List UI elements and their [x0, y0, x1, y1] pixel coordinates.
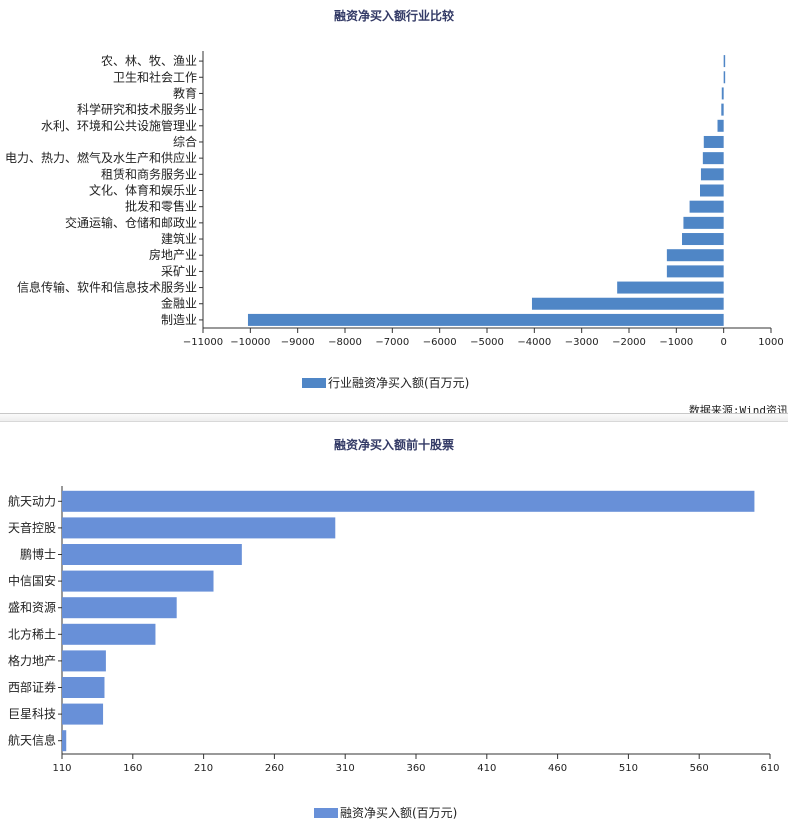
- industry-bar: [682, 233, 724, 246]
- top-stocks-legend-swatch: [314, 807, 338, 818]
- top-stocks-category-label: 北方稀土: [8, 626, 56, 641]
- industry-bar: [703, 135, 724, 148]
- industry-x-tick-label: −11000: [183, 337, 223, 348]
- industry-category-label: 制造业: [161, 313, 197, 327]
- top-stocks-x-tick-label: 260: [265, 763, 284, 774]
- top-stocks-x-tick-label: 310: [336, 763, 355, 774]
- industry-category-label: 综合: [173, 134, 197, 149]
- top-stocks-bar: [62, 623, 156, 645]
- industry-x-tick-label: −7000: [375, 337, 409, 348]
- industry-category-label: 金融业: [161, 296, 197, 311]
- industry-category-label: 采矿业: [161, 264, 197, 278]
- industry-bar: [717, 119, 724, 132]
- industry-category-label: 水利、环境和公共设施管理业: [41, 118, 197, 133]
- industry-bar: [723, 55, 726, 68]
- industry-bar-chart: 农、林、牧、渔业卫生和社会工作教育科学研究和技术服务业水利、环境和公共设施管理业…: [5, 51, 784, 348]
- industry-bar: [247, 313, 724, 326]
- top-stocks-bar: [62, 730, 67, 752]
- top-stocks-x-tick-label: 610: [760, 763, 779, 774]
- industry-x-tick-label: −6000: [423, 337, 457, 348]
- industry-category-label: 农、林、牧、渔业: [101, 54, 197, 68]
- industry-bar: [721, 87, 724, 100]
- industry-x-tick-label: −3000: [565, 337, 599, 348]
- industry-x-tick-label: −9000: [281, 337, 315, 348]
- top-stocks-category-label: 鹏博士: [20, 547, 56, 562]
- industry-chart-panel: 融资净买入额行业比较 农、林、牧、渔业 卫生和社会工作 教育科学研究和技术服务业 水利…: [5, 9, 788, 417]
- industry-bar: [702, 152, 724, 165]
- top-stocks-x-tick-label: 460: [548, 763, 567, 774]
- industry-bar: [531, 297, 724, 310]
- industry-bar: [721, 103, 724, 116]
- top-stocks-bar: [62, 650, 106, 672]
- top-stocks-category-label: 巨星科技: [8, 707, 56, 721]
- top-stocks-x-tick-label: 410: [477, 763, 496, 774]
- industry-category-label: 批发和零售业: [125, 199, 197, 214]
- top-stocks-category-label: 中信国安: [8, 573, 56, 588]
- top-stocks-bar: [62, 570, 214, 592]
- industry-category-label: 房地产业: [149, 247, 197, 262]
- industry-category-label: 交通运输、仓储和邮政业: [65, 215, 197, 230]
- industry-bar: [683, 216, 724, 229]
- industry-bar: [617, 281, 724, 294]
- top-stocks-category-label: 西部证券: [8, 680, 56, 695]
- industry-bar: [666, 249, 724, 262]
- top-stocks-chart-panel: 融资净买入额前十股票 航天动力天音控股鹏博士中信国安盛和资源北方稀土格力地产西部…: [0, 422, 788, 822]
- industry-x-tick-label: 0: [720, 337, 726, 348]
- top-stocks-category-label: 格力地产: [8, 653, 56, 668]
- top-stocks-x-tick-label: 560: [690, 763, 709, 774]
- industry-x-tick-label: −5000: [470, 337, 504, 348]
- top-stocks-category-label: 航天信息: [8, 733, 56, 748]
- top-stocks-bar: [62, 597, 177, 619]
- industry-x-tick-label: −10000: [230, 337, 270, 348]
- top-stocks-bar: [62, 677, 105, 698]
- top-stocks-x-tick-label: 110: [52, 763, 71, 774]
- industry-category-label: 信息传输、软件和信息技术服务业: [17, 280, 197, 295]
- industry-legend-label: 行业融资净买入额(百万元): [328, 376, 470, 390]
- industry-chart-title: 融资净买入额行业比较: [333, 9, 454, 23]
- industry-x-tick-label: −1000: [659, 337, 693, 348]
- top-stocks-chart-legend: 融资净买入额(百万元): [314, 804, 457, 821]
- industry-category-label: 教育: [173, 85, 197, 100]
- top-stocks-x-tick-label: 510: [619, 763, 638, 774]
- industry-category-label: 租赁和商务服务业: [101, 166, 197, 181]
- industry-bar: [700, 184, 724, 197]
- top-stocks-x-tick-label: 210: [194, 763, 213, 774]
- industry-bar: [666, 265, 724, 278]
- panel-divider: [0, 413, 788, 422]
- industry-category-label: 文化、体育和娱乐业: [89, 183, 197, 198]
- industry-category-label: 卫生和社会工作: [113, 69, 197, 84]
- industry-bar: [700, 168, 724, 181]
- industry-x-tick-label: −8000: [328, 337, 362, 348]
- top-stocks-bar: [62, 544, 242, 565]
- industry-legend-swatch: [302, 377, 326, 388]
- industry-category-label: 科学研究和技术服务业: [77, 102, 197, 117]
- industry-x-tick-label: −2000: [612, 337, 646, 348]
- industry-x-tick-label: −4000: [517, 337, 551, 348]
- top-stocks-chart-title: 融资净买入额前十股票: [333, 438, 454, 452]
- industry-category-label: 电力、热力、燃气及水生产和供应业: [5, 150, 197, 165]
- top-stocks-x-tick-label: 360: [406, 763, 425, 774]
- top-stocks-category-label: 盛和资源: [8, 600, 56, 615]
- top-stocks-bar: [62, 490, 755, 512]
- industry-bar: [689, 200, 724, 213]
- top-stocks-category-label: 天音控股: [8, 520, 56, 535]
- top-stocks-bar: [62, 517, 336, 539]
- industry-category-label: 建筑业: [161, 231, 197, 246]
- industry-x-tick-label: 1000: [758, 337, 783, 348]
- top-stocks-category-label: 航天动力: [8, 493, 56, 508]
- top-stocks-legend-label: 融资净买入额(百万元): [340, 806, 458, 820]
- industry-chart-legend: 行业融资净买入额(百万元): [302, 374, 469, 391]
- industry-bar: [723, 71, 726, 84]
- top-stocks-bar: [62, 703, 104, 725]
- top-stocks-x-tick-label: 160: [123, 763, 142, 774]
